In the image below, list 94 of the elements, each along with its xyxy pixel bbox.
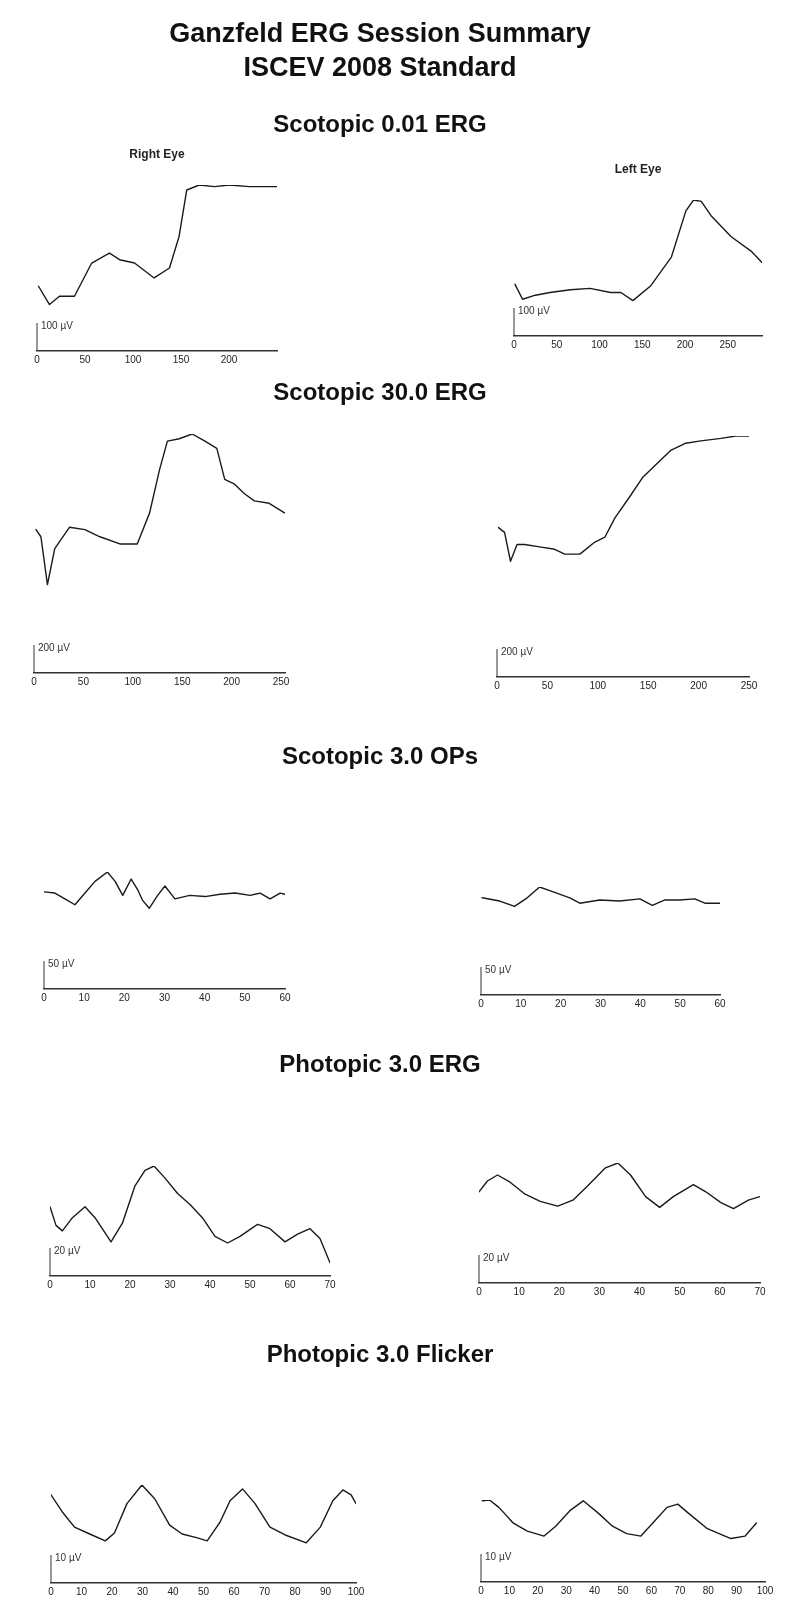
x-tick-label: 60 <box>645 1584 658 1596</box>
x-tick-label: 0 <box>47 1278 54 1290</box>
x-tick-label: 50 <box>244 1278 256 1290</box>
x-tick-label: 50 <box>77 675 90 687</box>
text: Scotopic 0.01 ERG <box>272 110 488 138</box>
x-tick-label: 30 <box>136 1585 149 1597</box>
x-tick-label: 30 <box>594 997 607 1009</box>
x-tick-label: 100 <box>756 1584 774 1596</box>
x-tick-label: 30 <box>560 1584 573 1596</box>
x-tick-label: 100 <box>124 675 142 687</box>
x-tick-label: 70 <box>674 1584 686 1596</box>
x-tick-label: 60 <box>228 1585 240 1597</box>
x-tick-label: 20 <box>124 1278 136 1290</box>
annotation: 20 µV <box>54 1244 81 1256</box>
x-tick-label: 10 <box>75 1585 88 1597</box>
x-tick-label: 200 <box>220 353 238 365</box>
annotation: 100 µV <box>518 304 551 316</box>
x-tick-label: 70 <box>324 1278 336 1290</box>
x-tick-label: 90 <box>731 1584 743 1596</box>
x-tick-label: 60 <box>714 1285 726 1297</box>
x-tick-label: 30 <box>593 1285 606 1297</box>
x-tick-label: 250 <box>272 675 290 687</box>
x-tick-label: 10 <box>515 997 527 1009</box>
x-tick-label: 70 <box>258 1585 271 1597</box>
x-tick-label: 200 <box>690 679 708 691</box>
text: Scotopic 30.0 ERG <box>272 378 488 406</box>
x-tick-label: 50 <box>541 679 554 691</box>
text: Scotopic 3.0 OPs <box>280 742 480 770</box>
x-tick-label: 50 <box>674 997 687 1009</box>
x-tick-label: 0 <box>478 1584 485 1596</box>
annotation: 20 µV <box>483 1251 510 1263</box>
x-tick-label: 30 <box>158 991 171 1003</box>
text: ISCEV 2008 Standard <box>242 52 518 83</box>
x-tick-label: 10 <box>78 991 91 1003</box>
x-tick-label: 50 <box>79 353 91 365</box>
x-tick-label: 20 <box>106 1585 118 1597</box>
x-tick-label: 50 <box>674 1285 686 1297</box>
x-tick-label: 100 <box>591 338 609 350</box>
x-tick-label: 20 <box>553 1285 566 1297</box>
x-tick-label: 0 <box>34 353 41 365</box>
x-tick-label: 0 <box>41 991 48 1003</box>
x-tick-label: 40 <box>634 997 647 1009</box>
x-tick-label: 200 <box>223 675 241 687</box>
annotation: 200 µV <box>501 645 534 657</box>
x-tick-label: 0 <box>511 338 518 350</box>
x-tick-label: 0 <box>494 679 501 691</box>
x-tick-label: 40 <box>167 1585 179 1597</box>
x-tick-label: 200 <box>676 338 694 350</box>
x-tick-label: 100 <box>124 353 142 365</box>
x-tick-label: 50 <box>551 338 563 350</box>
x-tick-label: 40 <box>589 1584 601 1596</box>
text: Ganzfeld ERG Session Summary <box>168 18 592 49</box>
x-tick-label: 0 <box>31 675 38 687</box>
x-tick-label: 20 <box>532 1584 544 1596</box>
annotation: 50 µV <box>48 957 75 969</box>
x-tick-label: 20 <box>118 991 131 1003</box>
x-tick-label: 250 <box>740 679 758 691</box>
x-tick-label: 10 <box>84 1278 96 1290</box>
annotation: 10 µV <box>55 1551 82 1563</box>
x-tick-label: 90 <box>319 1585 332 1597</box>
x-tick-label: 150 <box>172 353 190 365</box>
text: Photopic 3.0 ERG <box>278 1050 482 1078</box>
annotation: 10 µV <box>485 1550 512 1562</box>
x-tick-label: 70 <box>754 1285 766 1297</box>
x-tick-label: 0 <box>478 997 485 1009</box>
chart-subtitle: Left Eye <box>613 162 663 176</box>
x-tick-label: 50 <box>197 1585 210 1597</box>
x-tick-label: 40 <box>634 1285 646 1297</box>
x-tick-label: 80 <box>289 1585 301 1597</box>
x-tick-label: 30 <box>164 1278 176 1290</box>
annotation: 50 µV <box>485 963 512 975</box>
chart-title: Photopic 3.0 Flicker <box>265 1340 495 1368</box>
x-tick-label: 0 <box>476 1285 483 1297</box>
x-tick-label: 60 <box>279 991 291 1003</box>
x-tick-label: 80 <box>702 1584 715 1596</box>
chart-subtitle: Right Eye <box>128 147 186 161</box>
x-tick-label: 0 <box>48 1585 55 1597</box>
x-tick-label: 50 <box>617 1584 629 1596</box>
x-tick-label: 150 <box>639 679 657 691</box>
x-tick-label: 250 <box>719 338 737 350</box>
x-tick-label: 10 <box>503 1584 516 1596</box>
x-tick-label: 40 <box>204 1278 216 1290</box>
x-tick-label: 20 <box>555 997 567 1009</box>
x-tick-label: 60 <box>284 1278 296 1290</box>
x-tick-label: 100 <box>347 1585 365 1597</box>
x-tick-label: 10 <box>513 1285 526 1297</box>
x-tick-label: 60 <box>714 997 726 1009</box>
annotation: 200 µV <box>38 641 71 653</box>
x-tick-label: 40 <box>199 991 211 1003</box>
annotation: 100 µV <box>41 319 74 331</box>
x-tick-label: 50 <box>239 991 251 1003</box>
x-tick-label: 150 <box>633 338 652 350</box>
x-tick-label: 100 <box>589 679 607 691</box>
x-tick-label: 150 <box>173 675 192 687</box>
